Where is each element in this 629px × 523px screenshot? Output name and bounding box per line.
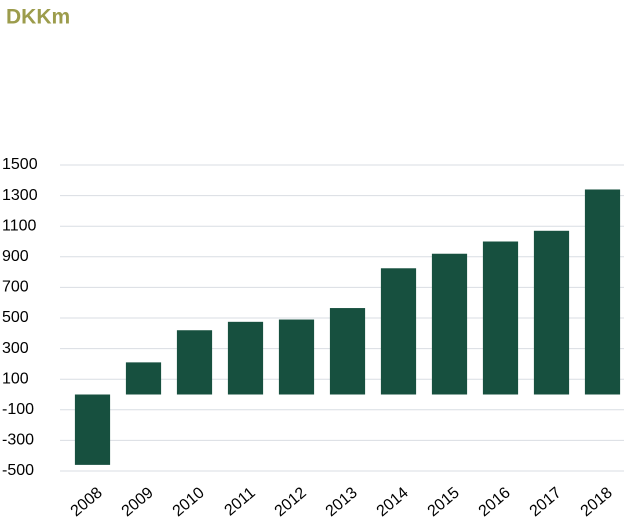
x-tick-label: 2013 xyxy=(323,484,361,520)
x-tick-label: 2010 xyxy=(170,484,208,520)
x-tick-label: 2011 xyxy=(221,484,258,519)
bar xyxy=(482,241,519,395)
x-tick-label: 2014 xyxy=(374,484,412,520)
x-tick-label: 2015 xyxy=(425,484,463,520)
y-tick-label: 300 xyxy=(2,340,29,357)
x-tick-label: 2008 xyxy=(68,484,106,520)
bar xyxy=(431,253,468,395)
bar xyxy=(278,319,315,395)
bar xyxy=(380,268,417,395)
x-tick-label: 2009 xyxy=(119,484,157,520)
y-tick-label: 900 xyxy=(2,248,29,265)
y-tick-label: 1500 xyxy=(2,156,38,173)
bar xyxy=(533,230,570,395)
y-tick-label: 1100 xyxy=(2,217,37,234)
bar xyxy=(584,189,621,395)
y-tick-label: -500 xyxy=(2,462,34,479)
y-tick-label: 1300 xyxy=(2,187,38,204)
x-tick-label: 2018 xyxy=(578,484,616,520)
chart-title: DKKm xyxy=(6,6,70,29)
bar xyxy=(74,394,111,465)
bar xyxy=(227,321,264,395)
x-tick-label: 2016 xyxy=(476,484,514,520)
y-tick-label: 700 xyxy=(2,279,29,296)
x-tick-label: 2012 xyxy=(272,484,310,520)
y-tick-label: 100 xyxy=(2,370,29,387)
bar xyxy=(329,308,366,395)
x-tick-label: 2017 xyxy=(527,484,565,520)
y-tick-label: -100 xyxy=(2,401,34,418)
bar xyxy=(176,330,213,395)
bar xyxy=(125,362,162,395)
y-tick-label: -300 xyxy=(2,432,34,449)
y-tick-label: 500 xyxy=(2,309,29,326)
